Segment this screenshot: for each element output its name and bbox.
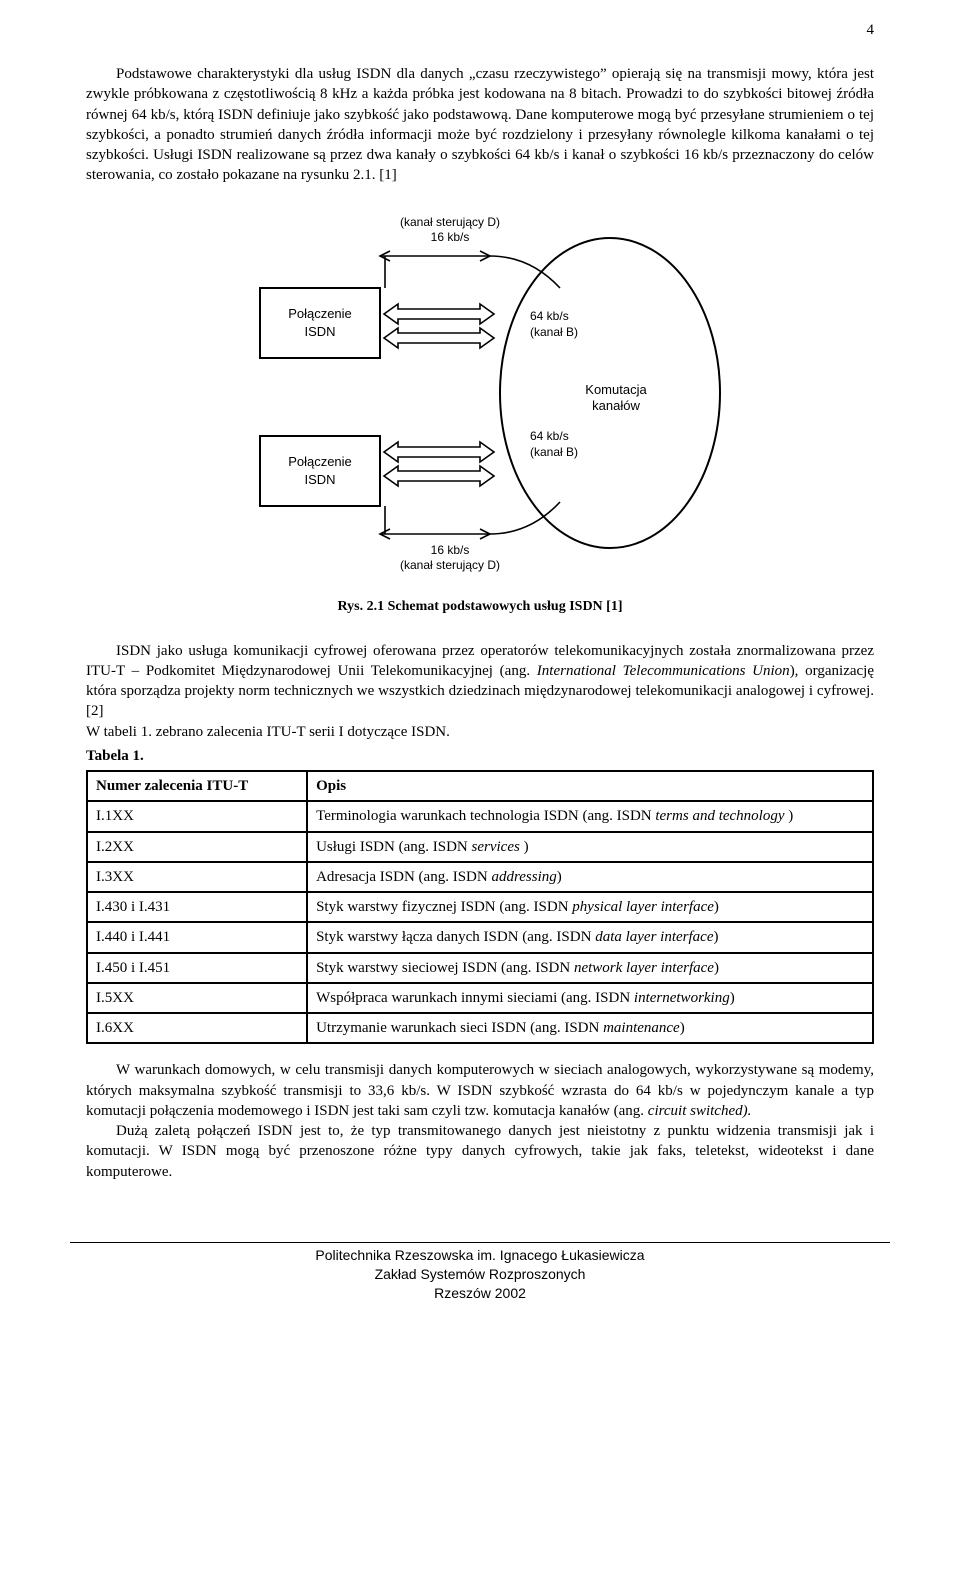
d-top-label-2: 16 kb/s: [431, 230, 470, 244]
b-bot-label-b: (kanał B): [530, 445, 578, 459]
cloud-label-1: Komutacja: [585, 382, 647, 397]
d-channel-top-arrow: [380, 251, 490, 261]
b-top-label-a: 64 kb/s: [530, 309, 569, 323]
b-channel-top-arrow-1: [384, 304, 494, 324]
isdn-box-bottom-label-1: Połączenie: [288, 454, 352, 469]
isdn-box-top-label-1: Połączenie: [288, 306, 352, 321]
b-channel-bottom-arrow-2: [384, 466, 494, 486]
page-footer: Politechnika Rzeszowska im. Ignacego Łuk…: [70, 1242, 890, 1303]
figure-2-1: Połączenie ISDN Połączenie ISDN Komutacj…: [86, 208, 874, 584]
table-cell-desc: Usługi ISDN (ang. ISDN services ): [307, 832, 873, 862]
table-row: I.6XXUtrzymanie warunkach sieci ISDN (an…: [87, 1013, 873, 1043]
b-bot-label-a: 64 kb/s: [530, 429, 569, 443]
table-row: I.450 i I.451Styk warstwy sieciowej ISDN…: [87, 953, 873, 983]
isdn-box-bottom: [260, 436, 380, 506]
table-cell-num: I.430 i I.431: [87, 892, 307, 922]
table-cell-desc: Styk warstwy sieciowej ISDN (ang. ISDN n…: [307, 953, 873, 983]
table-cell-desc: Adresacja ISDN (ang. ISDN addressing): [307, 862, 873, 892]
d-top-label-1: (kanał sterujący D): [400, 215, 500, 229]
b-channel-bottom-arrow-1: [384, 442, 494, 462]
table-cell-desc: Styk warstwy fizycznej ISDN (ang. ISDN p…: [307, 892, 873, 922]
d-channel-bottom-arrow: [380, 529, 490, 539]
table-header-row: Numer zalecenia ITU-T Opis: [87, 771, 873, 801]
d-top-curve: [490, 256, 560, 288]
cloud-label-2: kanałów: [592, 398, 640, 413]
table-row: I.3XXAdresacja ISDN (ang. ISDN addressin…: [87, 862, 873, 892]
b-top-label-b: (kanał B): [530, 325, 578, 339]
isdn-diagram-svg: Połączenie ISDN Połączenie ISDN Komutacj…: [230, 208, 730, 578]
table-row: I.430 i I.431Styk warstwy fizycznej ISDN…: [87, 892, 873, 922]
table-cell-desc: Współpraca warunkach innymi sieciami (an…: [307, 983, 873, 1013]
table-row: I.2XXUsługi ISDN (ang. ISDN services ): [87, 832, 873, 862]
table-cell-desc: Styk warstwy łącza danych ISDN (ang. ISD…: [307, 922, 873, 952]
table-row: I.1XXTerminologia warunkach technologia …: [87, 801, 873, 831]
b-channel-top-arrow-2: [384, 328, 494, 348]
table-row: I.5XXWspółpraca warunkach innymi sieciam…: [87, 983, 873, 1013]
table-cell-num: I.440 i I.441: [87, 922, 307, 952]
figure-caption: Rys. 2.1 Schemat podstawowych usług ISDN…: [86, 598, 874, 617]
paragraph-4: W warunkach domowych, w celu transmisji …: [86, 1060, 874, 1121]
page-number: 4: [867, 20, 875, 40]
table-cell-num: I.3XX: [87, 862, 307, 892]
table-cell-num: I.1XX: [87, 801, 307, 831]
isdn-box-top: [260, 288, 380, 358]
table-cell-num: I.2XX: [87, 832, 307, 862]
table-header-col2: Opis: [307, 771, 873, 801]
footer-line-2: Zakład Systemów Rozproszonych: [375, 1266, 586, 1282]
isdn-box-top-label-2: ISDN: [304, 324, 335, 339]
table-cell-desc: Terminologia warunkach technologia ISDN …: [307, 801, 873, 831]
paragraph-1: Podstawowe charakterystyki dla usług ISD…: [86, 64, 874, 186]
table-cell-num: I.6XX: [87, 1013, 307, 1043]
table-header-col1: Numer zalecenia ITU-T: [87, 771, 307, 801]
table-cell-desc: Utrzymanie warunkach sieci ISDN (ang. IS…: [307, 1013, 873, 1043]
d-bot-label-2: (kanał sterujący D): [400, 558, 500, 572]
table-label: Tabela 1.: [86, 746, 874, 766]
page-container: 4 Podstawowe charakterystyki dla usług I…: [0, 0, 960, 1214]
itu-table: Numer zalecenia ITU-T Opis I.1XXTerminol…: [86, 770, 874, 1044]
footer-line-1: Politechnika Rzeszowska im. Ignacego Łuk…: [315, 1247, 644, 1263]
table-cell-num: I.5XX: [87, 983, 307, 1013]
paragraph-2: ISDN jako usługa komunikacji cyfrowej of…: [86, 641, 874, 722]
table-row: I.440 i I.441Styk warstwy łącza danych I…: [87, 922, 873, 952]
paragraph-5: Dużą zaletą połączeń ISDN jest to, że ty…: [86, 1121, 874, 1182]
d-bottom-curve: [490, 502, 560, 534]
table-cell-num: I.450 i I.451: [87, 953, 307, 983]
footer-line-3: Rzeszów 2002: [434, 1285, 526, 1301]
isdn-box-bottom-label-2: ISDN: [304, 472, 335, 487]
d-bot-label-1: 16 kb/s: [431, 543, 470, 557]
paragraph-3: W tabeli 1. zebrano zalecenia ITU-T seri…: [86, 722, 874, 742]
